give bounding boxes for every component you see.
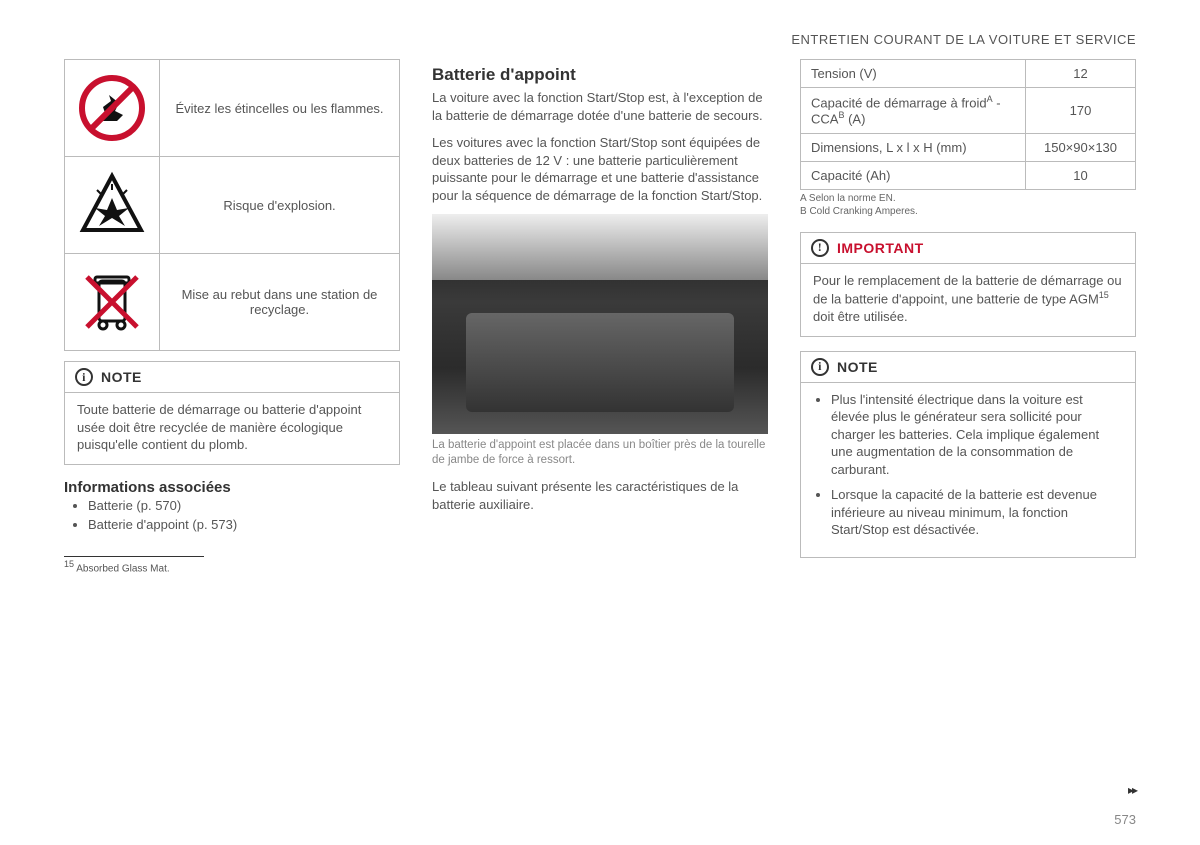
associated-info-list: Batterie (p. 570) Batterie d'appoint (p.… [64, 498, 400, 532]
running-header: ENTRETIEN COURANT DE LA VOITURE ET SERVI… [64, 32, 1136, 47]
info-icon: i [75, 368, 93, 386]
outro-paragraph: Le tableau suivant présente les caractér… [432, 478, 768, 513]
important-body: Pour le remplacement de la batterie de d… [801, 264, 1135, 336]
table-row: Risque d'explosion. [65, 157, 400, 254]
note-heading: i NOTE [801, 352, 1135, 383]
note-body: Plus l'intensité électrique dans la voit… [801, 383, 1135, 557]
spec-value: 12 [1026, 60, 1136, 88]
spec-value: 170 [1026, 88, 1136, 134]
warning-cell-text: Mise au rebut dans une station de recycl… [160, 254, 400, 351]
table-row: Capacité de démarrage à froidA - CCAB (A… [801, 88, 1136, 134]
page: ENTRETIEN COURANT DE LA VOITURE ET SERVI… [0, 0, 1200, 845]
no-flame-icon [73, 68, 151, 148]
table-footnote-a: A Selon la norme EN. [800, 192, 1136, 205]
table-row: Dimensions, L x l x H (mm) 150×90×130 [801, 133, 1136, 161]
warning-cell-icon [65, 60, 160, 157]
info-icon: i [811, 358, 829, 376]
table-row: Mise au rebut dans une station de recycl… [65, 254, 400, 351]
column-middle: Batterie d'appoint La voiture avec la fo… [432, 59, 768, 825]
important-box: ! IMPORTANT Pour le remplacement de la b… [800, 232, 1136, 337]
warning-cell-text [65, 254, 160, 351]
note-heading: i NOTE [65, 362, 399, 393]
warning-cell-icon [65, 157, 160, 254]
list-item: Lorsque la capacité de la batterie est d… [831, 486, 1123, 539]
important-title: IMPORTANT [837, 240, 924, 256]
footnote-rule [64, 556, 204, 557]
note-box: i NOTE Plus l'intensité électrique dans … [800, 351, 1136, 558]
continued-indicator: ▸▸ [1128, 783, 1136, 797]
important-heading: ! IMPORTANT [801, 233, 1135, 264]
footnote: 15 Absorbed Glass Mat. [64, 559, 400, 574]
note-title: NOTE [837, 359, 878, 375]
footnote-text: Absorbed Glass Mat. [76, 563, 169, 574]
figure-caption: La batterie d'appoint est placée dans un… [432, 438, 768, 468]
section-heading: Batterie d'appoint [432, 65, 768, 85]
column-right: Tension (V) 12 Capacité de démarrage à f… [800, 59, 1136, 825]
spec-label: Tension (V) [801, 60, 1026, 88]
note-box: i NOTE Toute batterie de démarrage ou ba… [64, 361, 400, 465]
table-row: Capacité (Ah) 10 [801, 161, 1136, 189]
page-number: 573 [1114, 812, 1136, 827]
warning-symbol-table: Évitez les étincelles ou les flammes. [64, 59, 400, 351]
table-footnote-b: B Cold Cranking Amperes. [800, 205, 1136, 218]
warning-cell-text: Évitez les étincelles ou les flammes. [160, 60, 400, 157]
column-left: Évitez les étincelles ou les flammes. [64, 59, 400, 825]
list-item: Plus l'intensité électrique dans la voit… [831, 391, 1123, 479]
recycle-bin-icon [73, 262, 151, 342]
list-item: Batterie (p. 570) [88, 498, 400, 513]
spec-label: Dimensions, L x l x H (mm) [801, 133, 1026, 161]
column-layout: Évitez les étincelles ou les flammes. [64, 59, 1136, 825]
list-item: Batterie d'appoint (p. 573) [88, 517, 400, 532]
spec-value: 150×90×130 [1026, 133, 1136, 161]
spec-label: Capacité (Ah) [801, 161, 1026, 189]
body-paragraph: Les voitures avec la fonction Start/Stop… [432, 134, 768, 204]
explosion-icon [73, 165, 151, 245]
intro-paragraph: La voiture avec la fonction Start/Stop e… [432, 89, 768, 124]
alert-icon: ! [811, 239, 829, 257]
associated-info-heading: Informations associées [64, 479, 400, 496]
spec-value: 10 [1026, 161, 1136, 189]
note-title: NOTE [101, 369, 142, 385]
spec-label: Capacité de démarrage à froidA - CCAB (A… [801, 88, 1026, 134]
table-row: Évitez les étincelles ou les flammes. [65, 60, 400, 157]
table-row: Tension (V) 12 [801, 60, 1136, 88]
note-body: Toute batterie de démarrage ou batterie … [65, 393, 399, 464]
engine-bay-photo [432, 214, 768, 434]
table-footnotes: A Selon la norme EN. B Cold Cranking Amp… [800, 192, 1136, 218]
footnote-marker: 15 [64, 559, 74, 569]
warning-cell-text: Risque d'explosion. [160, 157, 400, 254]
spec-table: Tension (V) 12 Capacité de démarrage à f… [800, 59, 1136, 190]
